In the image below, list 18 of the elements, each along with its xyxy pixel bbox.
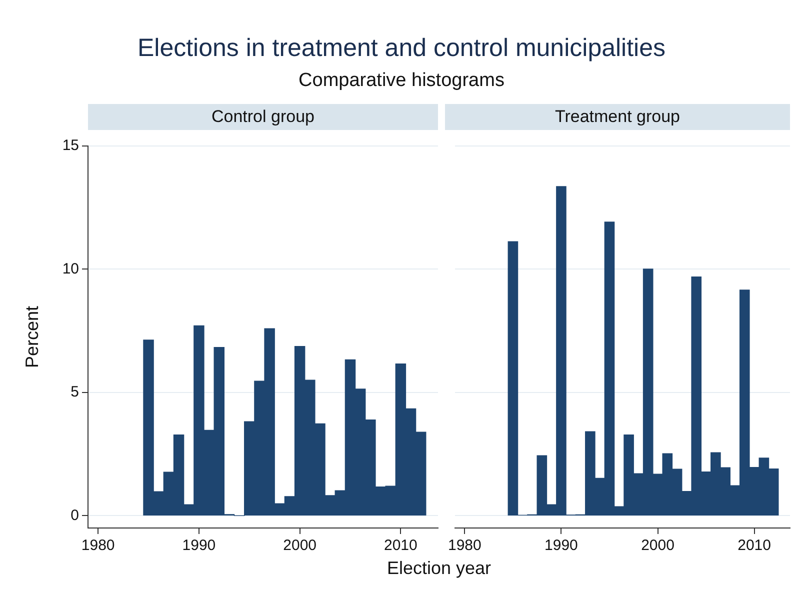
x-tick-label: 2000: [283, 537, 317, 554]
y-axis-title: Percent: [22, 306, 42, 368]
x-tick-label: 1980: [81, 537, 115, 554]
y-tick-label: 10: [62, 260, 79, 278]
chart-title: Control group: [88, 104, 438, 130]
y-tick-label: 15: [62, 137, 79, 154]
x-tick-label: 1990: [544, 537, 578, 554]
y-tick-label: 5: [70, 384, 79, 401]
x-tick-label: 2010: [738, 537, 771, 554]
text: Elections in treatment and control municipalities: [136, 34, 667, 63]
x-tick-label: 1990: [182, 537, 216, 554]
text: Election year: [386, 558, 492, 579]
y-tick-label: 0: [70, 506, 79, 524]
text: Comparative histograms: [298, 70, 506, 92]
x-tick-label: 2010: [384, 537, 418, 554]
chart-title: Treatment group: [445, 104, 790, 130]
x-tick-label: 2000: [641, 537, 674, 554]
x-tick-label: 1980: [448, 537, 482, 554]
